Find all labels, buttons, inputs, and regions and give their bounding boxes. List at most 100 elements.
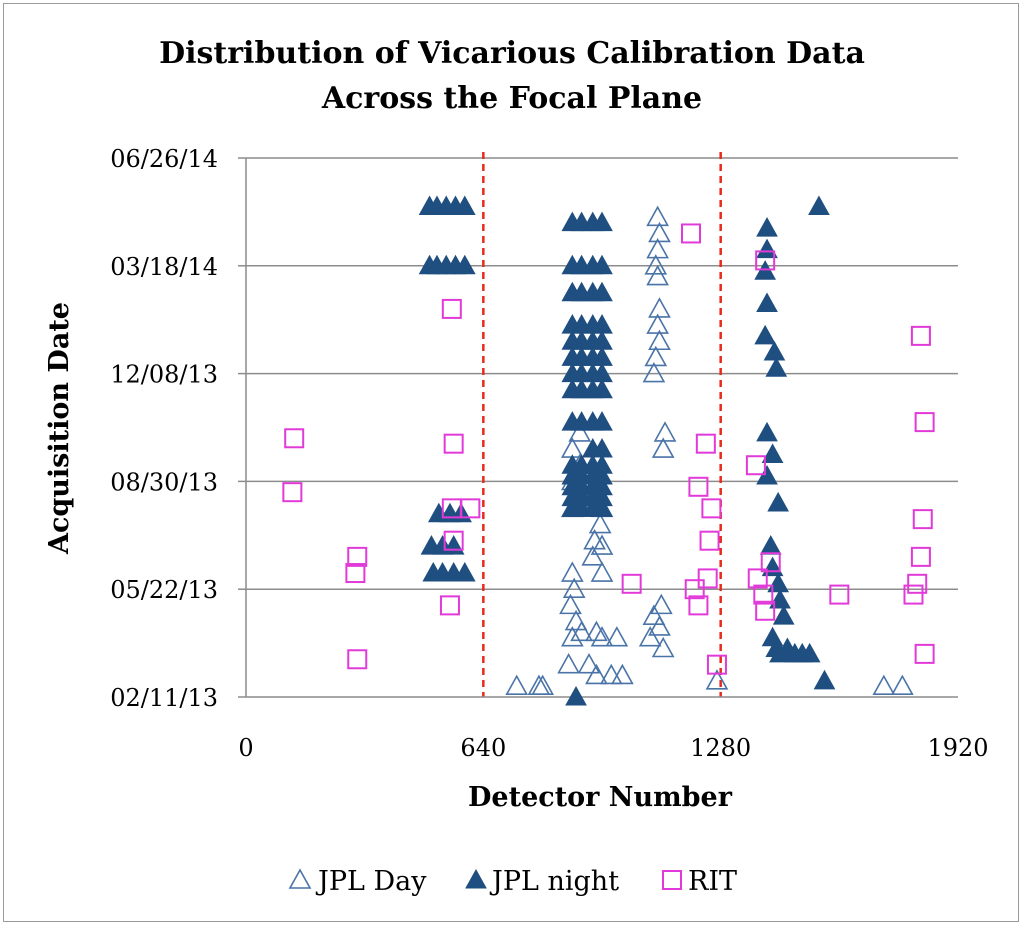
jpl-night-point-103	[813, 669, 836, 690]
jpl-night-point-86	[765, 357, 788, 377]
jpl-night-point-85	[763, 341, 786, 361]
jpl-night-point-13	[591, 211, 613, 232]
jpl-night-point-45	[591, 411, 613, 431]
y-axis-title: Acquisition Date	[44, 302, 75, 555]
jpl-day-point-5	[648, 297, 671, 318]
rit-point-28	[910, 325, 931, 346]
legend-item-rit[interactable]: RIT	[662, 866, 737, 897]
rit-point-34	[914, 643, 935, 664]
jpl-day-point-41	[585, 663, 608, 685]
jpl-day-point-25	[560, 561, 584, 582]
rit-point-29	[914, 412, 935, 433]
jpl-day-point-24	[590, 561, 614, 582]
chart-title-line-2: Across the Focal Plane	[321, 81, 702, 116]
rit-point-16	[699, 530, 720, 551]
jpl-day-point-48	[872, 674, 896, 696]
rit-point-22	[755, 250, 776, 271]
jpl-day-point-35	[642, 604, 666, 625]
jpl-day-point-11	[651, 437, 675, 458]
jpl-day-point-4	[646, 264, 669, 286]
jpl-day-point-32	[605, 626, 629, 647]
jpl-day-point-21	[583, 529, 606, 550]
jpl-day-point-47	[705, 669, 729, 690]
legend-item-jpl-night[interactable]: JPL night	[465, 866, 619, 897]
data-points	[282, 195, 935, 706]
rit-point-18	[684, 579, 705, 600]
x-tick-label-3: 1920	[927, 734, 988, 762]
jpl-day-point-28	[564, 609, 588, 631]
tick-labels: 02/11/13 05/22/13 08/30/13 12/08/13 03/18/14…	[110, 145, 988, 762]
jpl-night-point-79	[808, 195, 830, 216]
rit-point-11	[621, 573, 642, 594]
jpl-day-point-12	[568, 421, 592, 442]
rit-point-30	[912, 509, 933, 530]
jpl-day-point-33	[560, 626, 584, 647]
x-tick-label-1: 640	[460, 734, 506, 762]
y-tick-label-4: 03/18/14	[110, 253, 218, 281]
jpl-day-point-22	[590, 534, 614, 555]
jpl-day-point-6	[646, 313, 669, 334]
jpl-night-point-17	[591, 254, 613, 275]
jpl-day-point-46	[531, 674, 555, 696]
jpl-night-point-41	[591, 378, 613, 399]
y-tick-label-5: 06/26/14	[110, 145, 218, 173]
rit-point-24	[753, 584, 774, 605]
rit-point-33	[903, 584, 924, 605]
jpl-day-point-23	[581, 545, 605, 566]
y-tick-label-1: 05/22/13	[110, 576, 218, 604]
jpl-night-point-9	[453, 254, 476, 275]
legend-label-jpl-day: JPL Day	[315, 866, 427, 897]
jpl-day-point-10	[653, 421, 677, 442]
rit-point-26	[760, 552, 781, 573]
legend-marker-jpl-day	[288, 868, 312, 889]
jpl-day-point-45	[527, 674, 551, 696]
y-tick-label-2: 08/30/13	[110, 468, 218, 496]
jpl-night-point-90	[767, 491, 789, 512]
rit-point-23	[747, 568, 768, 589]
jpl-night-point-80	[756, 217, 778, 237]
jpl-day-point-34	[649, 593, 673, 615]
jpl-night-point-102	[798, 642, 821, 663]
rit-point-9	[439, 595, 460, 616]
jpl-day-point-40	[577, 653, 601, 674]
x-tick-label-2: 1280	[690, 734, 751, 762]
legend-marker-rit	[662, 870, 682, 890]
legend-label-rit: RIT	[688, 866, 737, 897]
chart-title-line-1: Distribution of Vicarious Calibration Da…	[159, 36, 865, 71]
jpl-night-point-81	[756, 238, 778, 259]
jpl-day-point-43	[611, 663, 634, 685]
series-jpl-night	[418, 195, 836, 706]
jpl-day-point-1	[648, 221, 671, 243]
rit-point-25	[755, 600, 776, 621]
legend-item-jpl-day[interactable]: JPL Day	[288, 866, 427, 897]
jpl-night-point-4	[453, 195, 476, 216]
rit-point-5	[441, 298, 462, 319]
rit-point-21	[745, 455, 766, 476]
jpl-day-point-26	[562, 577, 586, 599]
jpl-day-point-27	[559, 593, 582, 615]
jpl-night-point-93	[767, 572, 789, 593]
jpl-night-point-96	[761, 626, 784, 647]
jpl-day-point-29	[570, 620, 593, 642]
rit-point-6	[443, 433, 464, 454]
rit-point-12	[681, 223, 701, 244]
jpl-night-point-21	[591, 281, 613, 302]
jpl-day-point-0	[646, 205, 669, 227]
y-tick-label-0: 02/11/13	[110, 684, 218, 712]
x-axis-title: Detector Number	[468, 782, 733, 813]
jpl-night-point-91	[759, 535, 782, 555]
legend-marker-jpl-night	[465, 868, 487, 889]
jpl-night-point-84	[754, 324, 777, 345]
rit-point-10	[460, 498, 481, 519]
jpl-day-point-20	[588, 512, 612, 534]
rit-point-20	[706, 654, 727, 675]
jpl-day-point-44	[505, 674, 529, 696]
legend-label-jpl-night: JPL night	[489, 866, 619, 897]
axes	[238, 157, 958, 698]
jpl-day-point-37	[638, 626, 662, 647]
rit-point-4	[347, 649, 368, 670]
jpl-night-point-83	[756, 292, 778, 313]
jpl-night-point-78	[565, 685, 587, 706]
jpl-day-point-9	[642, 361, 666, 383]
